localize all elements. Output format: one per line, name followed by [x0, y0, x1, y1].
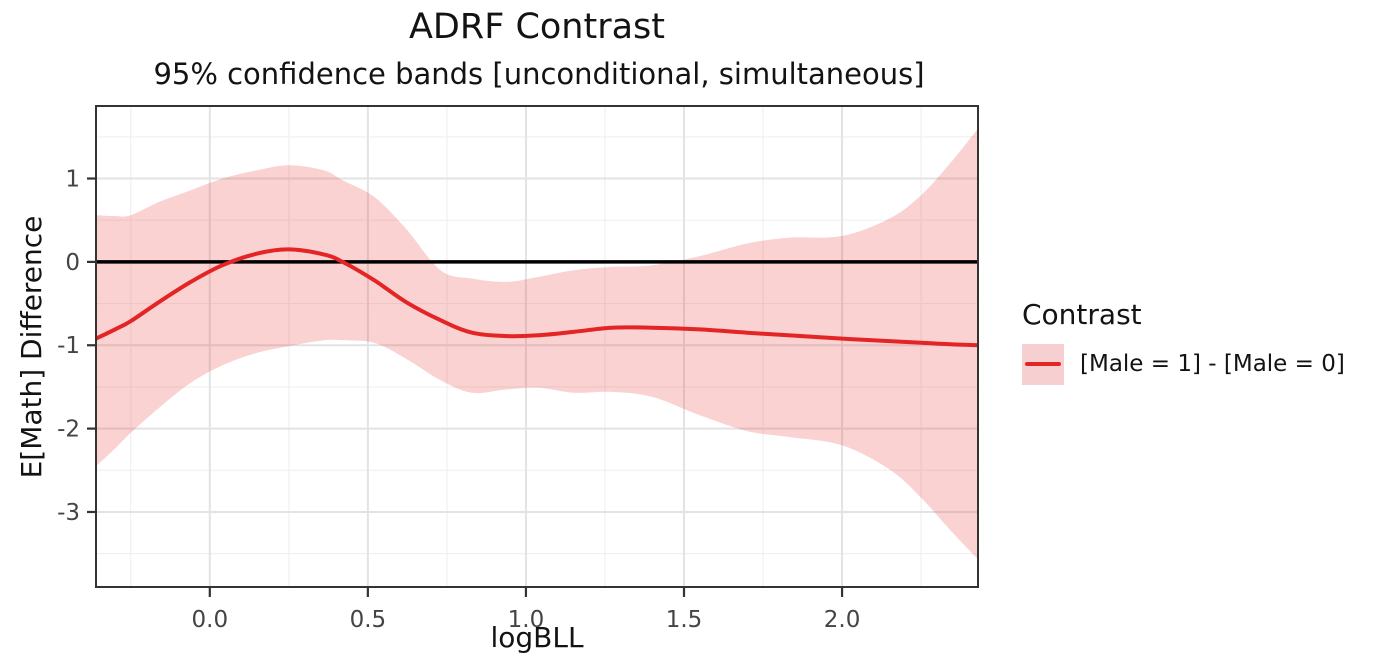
legend: Contrast [Male = 1] - [Male = 0] — [1022, 298, 1345, 385]
x-tick-label: 0.0 — [192, 607, 229, 633]
y-tick-label: 1 — [65, 167, 80, 193]
legend-item: [Male = 1] - [Male = 0] — [1022, 343, 1345, 385]
confidence-band — [96, 128, 978, 560]
contrast-line — [96, 247, 978, 348]
x-axis-title: logBLL — [490, 621, 584, 654]
x-tick-label: 2.0 — [824, 607, 861, 633]
x-tick-label: 1.0 — [508, 607, 545, 633]
chart-subtitle: 95% confidence bands [unconditional, sim… — [153, 57, 925, 91]
legend-key-swatch — [1022, 343, 1064, 385]
panel-border — [95, 105, 979, 588]
y-tick-label: -3 — [57, 500, 80, 526]
x-tick-label: 0.5 — [350, 607, 387, 633]
chart-title: ADRF Contrast — [408, 7, 666, 47]
y-axis-title: E[Math] Difference — [15, 215, 48, 479]
y-tick-label: 0 — [65, 250, 80, 276]
panel: 0.0 0.5 1.0 1.5 2.0 1 0 -1 -2 -3 — [57, 105, 979, 633]
y-tick-label: -1 — [57, 333, 80, 359]
legend-item-label: [Male = 1] - [Male = 0] — [1080, 351, 1345, 378]
y-tick-label: -2 — [57, 417, 80, 443]
panel-background — [96, 106, 978, 587]
legend-title: Contrast — [1022, 298, 1142, 331]
x-tick-label: 1.5 — [666, 607, 703, 633]
legend-key-line-icon — [1025, 362, 1061, 367]
